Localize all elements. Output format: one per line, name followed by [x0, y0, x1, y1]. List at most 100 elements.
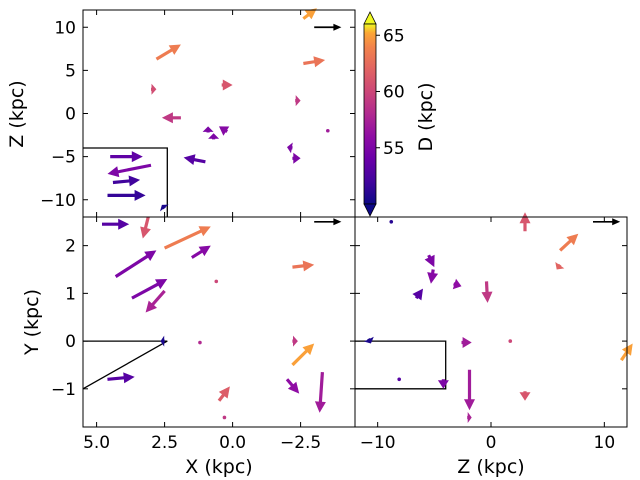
panel-br-arrow-5: [427, 269, 439, 284]
panel-tl-arrow-0: [155, 44, 181, 61]
panel-br-arrow-12: [464, 369, 475, 411]
panel-br-xtick-label-1: 0: [486, 433, 497, 453]
panel-tl-arrow-10: [183, 154, 206, 165]
panel-bl-arrow-3: [191, 245, 211, 259]
panel-bottom-right: −10 0 10 Z (kpc): [354, 212, 633, 478]
colorbar-bar: [363, 23, 377, 205]
panel-bottom-right-marks: [355, 212, 633, 423]
panel-tl-arrow-6: [295, 95, 301, 107]
panel-br-arrow-7: [412, 288, 423, 301]
colorbar-label: D (kpc): [415, 82, 437, 151]
panel-tl-arrow-18: [160, 204, 169, 212]
panel-bottom-left: 5.0 2.5 0.0 −2.5 2 1 0 −1 X (kpc) Y (kpc): [21, 216, 356, 478]
panel-br-xtick-label-0: −10: [360, 433, 396, 453]
panel-bottom-left-ylabel: Y (kpc): [21, 289, 43, 356]
panel-bl-arrow-5: [131, 279, 168, 300]
panel-bottom-right-frame: [354, 216, 628, 428]
panel-bl-ytick-label-0: 2: [65, 237, 76, 257]
panel-tl-arrow-5: [151, 83, 157, 95]
colorbar-tick-label-1: 60: [383, 83, 405, 103]
panel-bottom-left-frame: [82, 216, 356, 428]
panel-bl-arrow-4: [114, 250, 157, 278]
colorbar: 55 60 65 D (kpc): [363, 11, 437, 217]
panel-bl-arrow-15: [217, 386, 230, 402]
panel-tl-arrow-12: [292, 152, 301, 164]
panel-br-reference-arrow: [593, 218, 621, 226]
panel-bottom-right-ticks: −10 0 10: [355, 217, 627, 453]
panel-br-arrow-16: [467, 412, 472, 423]
panel-br-arrow-2: [559, 233, 579, 252]
panel-tl-arrow-17: [107, 189, 146, 201]
panel-bl-arrow-11: [291, 343, 315, 367]
panel-tl-ytick-label-1: 5: [65, 61, 76, 81]
panel-bl-arrow-10: [292, 335, 298, 347]
panel-br-arrow-17: [620, 343, 633, 362]
panel-bl-arrow-12: [285, 378, 300, 394]
panel-bottom-left-xlabel: X (kpc): [185, 456, 252, 478]
panel-tl-arrow-7: [202, 126, 214, 133]
panel-tl-box-line-0: [83, 147, 168, 217]
panel-br-arrow-8: [481, 281, 493, 303]
panel-tl-arrow-8: [208, 133, 220, 140]
panel-top-left-marks: [83, 8, 342, 217]
panel-tl-ytick-label-2: 0: [65, 105, 76, 125]
panel-top-left: 10 5 0 −5 −10 Z (kpc): [6, 8, 356, 218]
panel-br-arrow-0: [389, 219, 394, 224]
panel-bl-ytick-label-2: 0: [65, 332, 76, 352]
panel-bottom-left-ticks: 5.0 2.5 0.0 −2.5 2 1 0 −1: [51, 217, 355, 453]
panel-bl-box-line-1: [82, 340, 168, 390]
panel-bl-arrow-16: [222, 415, 227, 420]
panel-bl-arrow-0: [102, 218, 130, 230]
panel-bl-ytick-label-1: 1: [65, 284, 76, 304]
colorbar-extend-max: [363, 11, 377, 25]
panel-tl-arrow-15: [107, 163, 152, 178]
panel-bl-arrow-7: [292, 260, 315, 272]
panel-bl-arrow-17: [160, 335, 165, 347]
panel-tl-ytick-label-4: −10: [40, 191, 76, 211]
panel-tl-arrow-14: [110, 151, 143, 163]
panel-tl-ytick-label-3: −5: [51, 148, 76, 168]
panel-tl-reference-arrow: [314, 23, 342, 31]
panel-br-xtick-label-2: 10: [594, 433, 616, 453]
panel-tl-arrow-16: [112, 175, 141, 187]
panel-top-left-frame: [82, 9, 356, 218]
panel-bottom-left-marks: [82, 216, 342, 420]
panel-br-arrow-15: [519, 391, 531, 401]
panel-top-left-ticks: 10 5 0 −5 −10: [40, 10, 355, 217]
panel-bl-arrow-14: [107, 372, 135, 384]
panel-bl-reference-arrow: [314, 218, 342, 226]
panel-br-arrow-4: [424, 254, 435, 268]
panel-bl-xtick-label-1: 2.5: [151, 433, 178, 453]
panel-bl-arrow-13: [314, 372, 326, 413]
panel-tl-ytick-label-0: 10: [54, 18, 76, 38]
panel-br-arrow-1: [519, 212, 531, 232]
panel-bl-arrow-1: [140, 216, 151, 239]
colorbar-tick-label-2: 65: [383, 26, 405, 46]
panel-bl-xtick-label-2: 0.0: [219, 433, 246, 453]
colorbar-extend-min: [363, 203, 377, 217]
panel-bl-xtick-label-0: 5.0: [83, 433, 110, 453]
panel-tl-arrow-2: [303, 56, 326, 68]
panel-bl-arrow-2: [163, 226, 211, 250]
panel-br-box-line-0: [355, 340, 447, 390]
panel-br-arrow-11: [363, 336, 374, 344]
colorbar-tick-label-0: 55: [383, 139, 405, 159]
panel-bl-ytick-label-3: −1: [51, 380, 76, 400]
panel-bl-arrow-8: [214, 279, 219, 284]
panel-br-arrow-9: [508, 339, 513, 343]
panel-top-left-ylabel: Z (kpc): [6, 80, 28, 147]
panel-bl-arrow-9: [198, 340, 202, 345]
panel-br-arrow-6: [452, 278, 462, 290]
panel-bl-arrow-6: [145, 289, 166, 313]
panel-tl-arrow-4: [221, 79, 233, 91]
panel-tl-arrow-11: [287, 142, 293, 154]
panel-br-arrow-3: [555, 262, 565, 270]
panel-tl-arrow-1: [302, 8, 317, 20]
panel-br-arrow-14: [397, 377, 402, 382]
panel-br-arrow-13: [437, 379, 449, 389]
panel-tl-arrow-3: [161, 112, 181, 124]
colorbar-ticks: 55 60 65: [376, 26, 405, 159]
panel-tl-arrow-9: [219, 126, 230, 136]
panel-br-arrow-10: [461, 337, 472, 348]
